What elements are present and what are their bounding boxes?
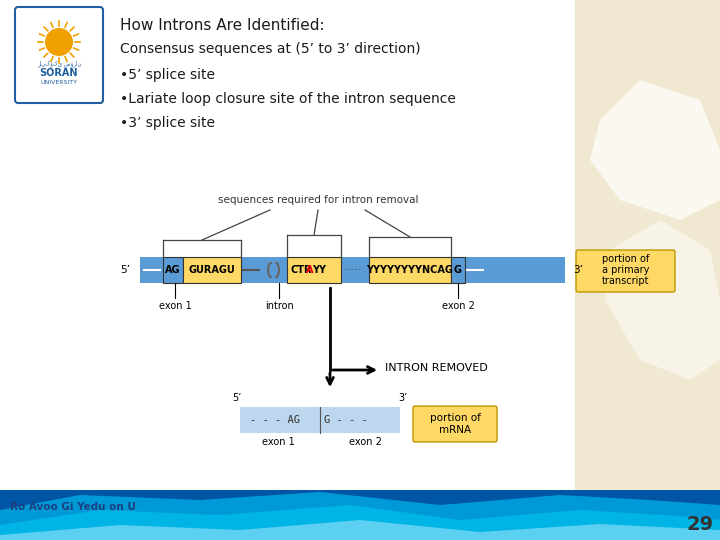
Text: mRNA: mRNA [439, 425, 471, 435]
Bar [140, 257, 565, 283]
Text: AG: AG [166, 265, 181, 275]
Text: 29: 29 [686, 515, 714, 534]
Polygon shape [0, 492, 720, 540]
Bar [451, 257, 465, 283]
Polygon shape [605, 220, 720, 380]
Bar [369, 257, 451, 283]
Text: 3’: 3’ [398, 393, 408, 403]
Bar [0, 490, 720, 540]
Text: YYYYYYYYNCAG: YYYYYYYYNCAG [366, 265, 454, 275]
Text: Ro Avoo Gi Yedu on U: Ro Avoo Gi Yedu on U [10, 502, 136, 512]
Text: exon 1: exon 1 [158, 301, 192, 311]
Text: exon 2: exon 2 [441, 301, 474, 311]
FancyBboxPatch shape [15, 7, 103, 103]
Text: transcript: transcript [602, 276, 649, 286]
Text: YY: YY [312, 265, 326, 275]
Text: exon 1: exon 1 [261, 437, 294, 447]
Text: Consensus sequences at (5’ to 3’ direction): Consensus sequences at (5’ to 3’ directi… [120, 42, 420, 56]
FancyBboxPatch shape [413, 406, 497, 442]
Text: 3’: 3’ [573, 265, 583, 275]
Text: intron: intron [265, 301, 293, 311]
Text: sequences required for intron removal: sequences required for intron removal [217, 195, 418, 205]
Text: exon 2: exon 2 [348, 437, 382, 447]
Text: رانکۆکی سۆران: رانکۆکی سۆران [37, 60, 81, 68]
Text: - - - AG: - - - AG [250, 415, 300, 425]
Text: portion of: portion of [430, 413, 480, 423]
Text: G - - -: G - - - [324, 415, 368, 425]
Text: •Lariate loop closure site of the intron sequence: •Lariate loop closure site of the intron… [120, 92, 456, 106]
Text: A: A [306, 265, 314, 275]
Text: G: G [454, 265, 462, 275]
Circle shape [45, 28, 73, 56]
Polygon shape [0, 520, 720, 540]
Text: •5’ splice site: •5’ splice site [120, 68, 215, 82]
Text: SORAN: SORAN [40, 68, 78, 78]
Text: ·····: ····· [344, 265, 362, 275]
Text: GURAGU: GURAGU [189, 265, 235, 275]
Text: CTR: CTR [290, 265, 312, 275]
Text: INTRON REMOVED: INTRON REMOVED [385, 363, 487, 373]
Text: •3’ splice site: •3’ splice site [120, 116, 215, 130]
Bar [163, 257, 183, 283]
Polygon shape [590, 80, 720, 220]
Bar [240, 407, 400, 433]
Bar [183, 257, 241, 283]
Text: 5’: 5’ [120, 265, 130, 275]
Text: portion of: portion of [602, 254, 649, 264]
Polygon shape [0, 505, 720, 540]
Text: a primary: a primary [602, 265, 649, 275]
Text: How Introns Are Identified:: How Introns Are Identified: [120, 18, 325, 33]
Text: 5’: 5’ [233, 393, 242, 403]
Bar [287, 257, 341, 283]
Text: UNIVERSITY: UNIVERSITY [40, 79, 78, 84]
Bar [575, 0, 720, 540]
FancyBboxPatch shape [576, 250, 675, 292]
